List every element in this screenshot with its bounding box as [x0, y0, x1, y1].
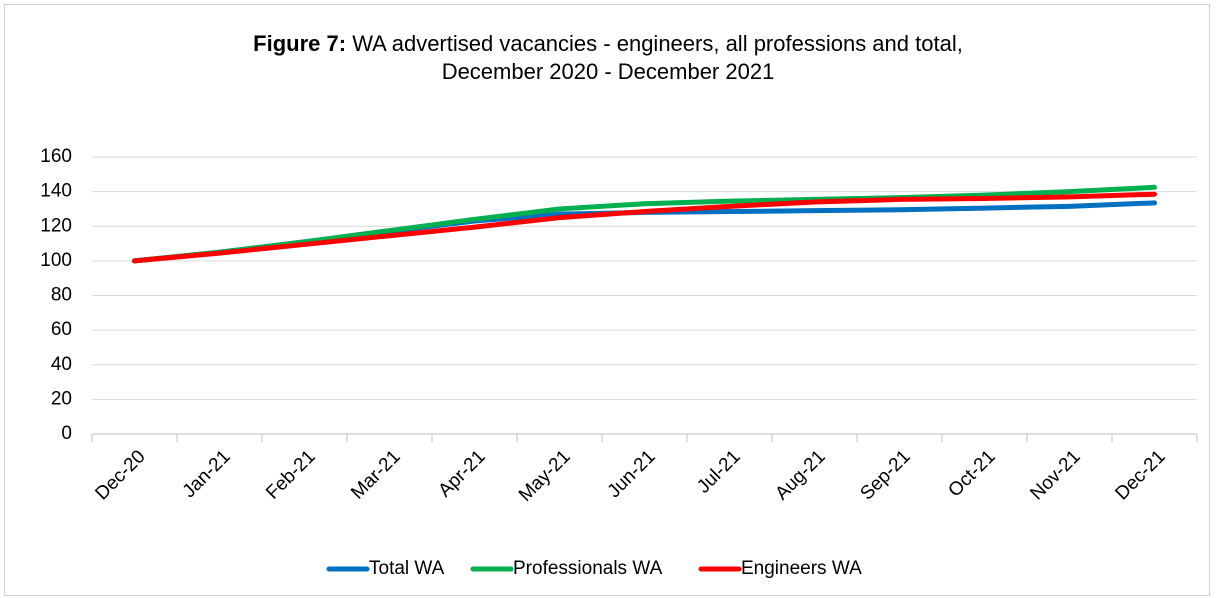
y-tick-label: 20: [51, 388, 72, 409]
x-tick-label: Oct-21: [944, 446, 999, 501]
series-line: [132, 184, 1157, 264]
chart-frame: [4, 4, 1210, 596]
chart-title: Figure 7: WA advertised vacancies - engi…: [218, 30, 998, 86]
x-tick-label: Apr-21: [434, 446, 489, 501]
legend-label: Professionals WA: [513, 558, 663, 579]
title-text: WA advertised vacancies - engineers, all…: [352, 31, 963, 84]
y-tick-label: 120: [40, 215, 72, 236]
y-tick-label: 0: [61, 423, 72, 444]
y-tick-label: 40: [51, 354, 72, 375]
y-tick-label: 140: [40, 181, 72, 202]
title-prefix: Figure 7:: [253, 31, 347, 56]
x-tick-label: Dec-21: [1111, 446, 1169, 504]
x-tick-label: Jan-21: [179, 446, 235, 502]
y-tick-label: 60: [51, 319, 72, 340]
x-tick-label: Sep-21: [856, 446, 914, 504]
series-line: [132, 191, 1157, 264]
x-tick-label: Nov-21: [1026, 446, 1084, 504]
x-tick-label: Mar-21: [347, 446, 404, 503]
x-tick-label: Aug-21: [771, 446, 829, 504]
x-tick-label: Jun-21: [604, 446, 660, 502]
y-tick-label: 80: [51, 285, 72, 306]
y-tick-label: 160: [40, 146, 72, 167]
x-tick-label: Jul-21: [693, 446, 744, 497]
x-tick-label: Dec-20: [91, 446, 149, 504]
x-tick-label: May-21: [515, 446, 575, 506]
legend-label: Engineers WA: [741, 558, 862, 579]
x-tick-label: Feb-21: [262, 446, 319, 503]
y-tick-label: 100: [40, 250, 72, 271]
legend-label: Total WA: [369, 558, 445, 579]
